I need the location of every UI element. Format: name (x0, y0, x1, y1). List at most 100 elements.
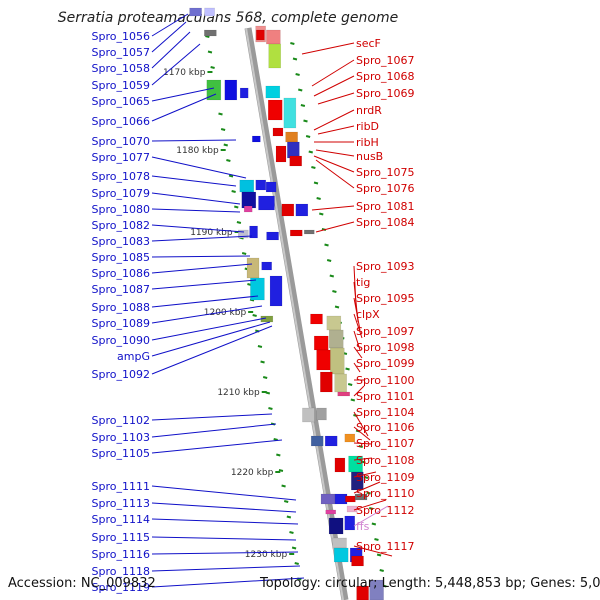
gene-label-Spro_1095[interactable]: Spro_1095 (356, 292, 414, 305)
gene-feature[interactable] (239, 87, 249, 99)
gene-feature[interactable] (224, 79, 238, 101)
gene-feature[interactable] (330, 347, 345, 375)
gene-feature[interactable] (269, 275, 283, 307)
gene-label-Spro_1106[interactable]: Spro_1106 (356, 421, 414, 434)
gene-feature[interactable] (256, 29, 265, 41)
gene-feature[interactable] (334, 373, 347, 393)
gene-label-Spro_1079[interactable]: Spro_1079 (92, 187, 150, 200)
gene-label-ribD[interactable]: ribD (356, 120, 379, 133)
gene-label-Spro_1107[interactable]: Spro_1107 (356, 437, 414, 450)
gene-label-Spro_1056[interactable]: Spro_1056 (92, 30, 150, 43)
gene-feature[interactable] (249, 225, 258, 239)
gene-feature[interactable] (316, 349, 331, 371)
gene-label-Spro_1103[interactable]: Spro_1103 (92, 431, 150, 444)
gene-feature[interactable] (266, 29, 281, 45)
gene-feature[interactable] (302, 407, 315, 423)
gene-feature[interactable] (272, 127, 284, 137)
gene-label-Spro_1108[interactable]: Spro_1108 (356, 454, 414, 467)
gene-feature[interactable] (333, 547, 349, 563)
gene-feature[interactable] (295, 203, 309, 217)
gene-feature[interactable] (238, 229, 249, 239)
gene-label-Spro_1081[interactable]: Spro_1081 (356, 200, 414, 213)
gene-label-Spro_1119[interactable]: Spro_1119 (92, 581, 150, 594)
gene-label-Spro_1092[interactable]: Spro_1092 (92, 368, 150, 381)
gene-label-Spro_1090[interactable]: Spro_1090 (92, 334, 150, 347)
gene-feature[interactable] (304, 229, 315, 235)
gene-feature[interactable] (252, 135, 261, 143)
gene-feature[interactable] (328, 329, 344, 349)
gene-label-Spro_1109[interactable]: Spro_1109 (356, 471, 414, 484)
gene-feature[interactable] (310, 435, 324, 447)
gene-label-nrdR[interactable]: nrdR (356, 104, 382, 117)
gene-label-Spro_1065[interactable]: Spro_1065 (92, 95, 150, 108)
gene-feature[interactable] (325, 509, 336, 515)
gene-label-ribH[interactable]: ribH (356, 136, 379, 149)
gene-label-Spro_1085[interactable]: Spro_1085 (92, 251, 150, 264)
gene-feature[interactable] (267, 99, 283, 121)
gene-label-Spro_1097[interactable]: Spro_1097 (356, 325, 414, 338)
gene-feature[interactable] (268, 43, 281, 69)
gene-feature[interactable] (243, 205, 253, 213)
gene-label-Spro_1075[interactable]: Spro_1075 (356, 166, 414, 179)
gene-label-Spro_1115[interactable]: Spro_1115 (92, 531, 150, 544)
gene-label-Spro_1098[interactable]: Spro_1098 (356, 341, 414, 354)
gene-label-Spro_1099[interactable]: Spro_1099 (356, 357, 414, 370)
gene-label-secF[interactable]: secF (356, 37, 381, 50)
gene-label-Spro_1116[interactable]: Spro_1116 (92, 548, 150, 561)
gene-feature[interactable] (316, 407, 327, 421)
gene-feature[interactable] (285, 131, 298, 143)
gene-feature[interactable] (326, 315, 342, 331)
gene-label-Spro_1059[interactable]: Spro_1059 (92, 79, 150, 92)
gene-label-Spro_1084[interactable]: Spro_1084 (356, 216, 414, 229)
gene-label-Spro_1082[interactable]: Spro_1082 (92, 219, 150, 232)
gene-feature[interactable] (189, 7, 202, 17)
gene-feature[interactable] (345, 495, 356, 503)
gene-label-Spro_1078[interactable]: Spro_1078 (92, 170, 150, 183)
gene-label-Spro_1112[interactable]: Spro_1112 (356, 504, 414, 517)
gene-label-Spro_1102[interactable]: Spro_1102 (92, 414, 150, 427)
gene-label-Spro_1077[interactable]: Spro_1077 (92, 151, 150, 164)
gene-label-Spro_1100[interactable]: Spro_1100 (356, 374, 414, 387)
gene-feature[interactable] (287, 141, 300, 159)
gene-feature[interactable] (275, 145, 287, 163)
gene-label-Spro_1088[interactable]: Spro_1088 (92, 301, 150, 314)
gene-feature[interactable] (255, 179, 267, 191)
gene-feature[interactable] (265, 85, 281, 99)
gene-feature[interactable] (328, 517, 344, 535)
gene-label-Spro_1101[interactable]: Spro_1101 (356, 390, 414, 403)
gene-label-tig[interactable]: tig (356, 276, 370, 289)
gene-feature[interactable] (281, 203, 295, 217)
gene-label-Spro_1117[interactable]: Spro_1117 (356, 540, 414, 553)
gene-label-Spro_1086[interactable]: Spro_1086 (92, 267, 150, 280)
gene-feature[interactable] (344, 515, 356, 531)
gene-feature[interactable] (261, 261, 272, 271)
gene-label-Spro_1110[interactable]: Spro_1110 (356, 487, 414, 500)
gene-label-Spro_1080[interactable]: Spro_1080 (92, 203, 150, 216)
gene-feature[interactable] (351, 555, 364, 567)
gene-label-Spro_1068[interactable]: Spro_1068 (356, 70, 414, 83)
gene-label-nusB[interactable]: nusB (356, 150, 383, 163)
gene-feature[interactable] (344, 433, 356, 443)
gene-label-Spro_1113[interactable]: Spro_1113 (92, 497, 150, 510)
gene-label-Spro_1087[interactable]: Spro_1087 (92, 283, 150, 296)
gene-feature[interactable] (354, 493, 368, 501)
gene-feature[interactable] (320, 493, 336, 505)
gene-feature[interactable] (266, 231, 279, 241)
gene-label-Spro_1057[interactable]: Spro_1057 (92, 46, 150, 59)
gene-label-Spro_1089[interactable]: Spro_1089 (92, 317, 150, 330)
gene-feature[interactable] (204, 7, 215, 17)
gene-label-Spro_1070[interactable]: Spro_1070 (92, 135, 150, 148)
gene-label-clpX[interactable]: clpX (356, 308, 380, 321)
gene-feature[interactable] (356, 585, 369, 600)
gene-feature[interactable] (250, 277, 265, 301)
gene-label-Spro_1111[interactable]: Spro_1111 (92, 480, 150, 493)
gene-feature[interactable] (239, 179, 255, 193)
gene-label-Spro_1083[interactable]: Spro_1083 (92, 235, 150, 248)
gene-feature[interactable] (241, 191, 257, 209)
gene-label-Spro_1104[interactable]: Spro_1104 (356, 406, 414, 419)
gene-feature[interactable] (204, 29, 217, 37)
gene-label-ffs[interactable]: ffs (356, 520, 370, 533)
gene-feature[interactable] (283, 97, 297, 129)
gene-feature[interactable] (289, 155, 302, 167)
gene-label-Spro_1093[interactable]: Spro_1093 (356, 260, 414, 273)
